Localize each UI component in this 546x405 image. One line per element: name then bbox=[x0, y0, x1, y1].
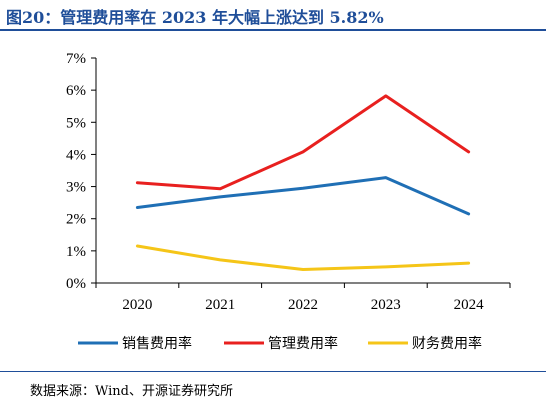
x-tick-label: 2020 bbox=[122, 297, 152, 313]
x-tick-label: 2022 bbox=[288, 297, 318, 313]
y-tick-label: 3% bbox=[66, 180, 86, 196]
y-tick-label: 4% bbox=[66, 147, 86, 163]
series-line-3 bbox=[135, 244, 471, 271]
chart-axes bbox=[95, 58, 510, 284]
legend-label-3: 财务费用率 bbox=[412, 335, 482, 352]
y-tick-label: 5% bbox=[66, 115, 86, 131]
x-tick-label: 2023 bbox=[371, 297, 401, 313]
y-tick-label: 1% bbox=[66, 244, 86, 260]
title-divider bbox=[0, 29, 546, 31]
legend-label-2: 管理费用率 bbox=[268, 335, 338, 352]
source-note: 数据来源：Wind、开源证券研究所 bbox=[30, 384, 233, 399]
y-tick-label: 6% bbox=[66, 83, 86, 99]
legend: 销售费用率 管理费用率 财务费用率 bbox=[78, 335, 482, 352]
y-axis-ticks: 0% 1% 2% 3% 4% 5% 6% 7% bbox=[66, 51, 96, 292]
source-divider bbox=[0, 371, 546, 372]
x-tick-label: 2024 bbox=[454, 297, 485, 313]
y-tick-label: 0% bbox=[66, 276, 86, 292]
x-tick-label: 2021 bbox=[205, 297, 235, 313]
figure-title: 图20：管理费用率在 2023 年大幅上涨达到 5.82% bbox=[6, 8, 384, 27]
legend-label-1: 销售费用率 bbox=[122, 335, 192, 352]
series-line-2 bbox=[135, 94, 471, 191]
series-lines bbox=[135, 94, 471, 271]
y-tick-label: 2% bbox=[66, 212, 86, 228]
series-line-1 bbox=[135, 176, 471, 216]
y-tick-label: 7% bbox=[66, 51, 86, 67]
x-axis-ticks: 2020 2021 2022 2023 2024 bbox=[95, 283, 511, 313]
